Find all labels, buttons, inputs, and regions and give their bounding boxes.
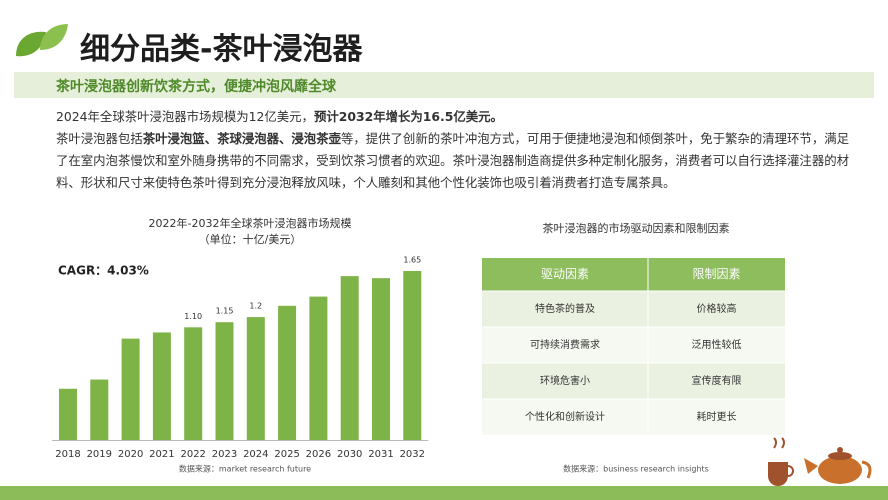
cagr-annotation: CAGR：4.03% (58, 264, 149, 278)
bar (278, 305, 297, 440)
table-row (482, 291, 785, 327)
x-tick-label: 2023 (212, 449, 237, 460)
x-tick-label: 2030 (337, 449, 362, 460)
table-cell: 泛用性较低 (692, 338, 742, 351)
table-row (482, 399, 785, 435)
summary: 2024年全球茶叶浸泡器市场规模为12亿美元，预计2032年增长为16.5亿美元… (56, 106, 856, 194)
table-cell: 环境危害小 (540, 374, 590, 387)
table-header-cell: 驱动因素 (541, 267, 589, 281)
chart-subtitle: （单位：十亿/美元） (199, 232, 302, 246)
banner (14, 72, 874, 98)
bar (59, 388, 77, 440)
table-source: 数据来源：business research insights (563, 464, 709, 474)
teapot-icon (768, 437, 872, 486)
value-label: 1.15 (216, 307, 234, 316)
bar (215, 322, 234, 440)
chart: 2022年-2032年全球茶叶浸泡器市场规模 （单位：十亿/美元） CAGR：4… (52, 216, 872, 486)
x-tick-label: 2025 (274, 449, 299, 460)
x-tick-label: 2021 (149, 449, 174, 460)
x-tick-label: 2019 (87, 449, 112, 460)
table-row (482, 363, 785, 399)
bar (152, 332, 171, 440)
bar (246, 317, 265, 440)
chart-source: 数据来源：market research future (179, 464, 311, 474)
x-tick-label: 2031 (368, 449, 393, 460)
bar (121, 338, 140, 440)
bar (184, 327, 203, 440)
bold-text: 茶叶浸泡篮、茶球浸泡器、浸泡茶壶 (142, 131, 341, 146)
table-header-cell: 限制因素 (692, 267, 740, 281)
paragraph: 茶叶浸泡器包括茶叶浸泡篮、茶球浸泡器、浸泡茶壶等，提供了创新的茶叶冲泡方式，可用… (56, 128, 856, 194)
value-label: 1.10 (184, 312, 202, 321)
bottom-bar (0, 486, 888, 500)
table-cell: 价格较高 (697, 302, 737, 315)
table-header (482, 258, 785, 291)
table-cell: 特色茶的普及 (535, 302, 595, 315)
leaf-icon (16, 24, 68, 57)
table-cell: 个性化和创新设计 (525, 410, 605, 423)
text: 茶叶浸泡器包括 (56, 131, 143, 146)
table-cell: 可持续消费需求 (530, 338, 600, 351)
x-tick-label: 2032 (400, 449, 425, 460)
paragraph: 2024年全球茶叶浸泡器市场规模为12亿美元，预计2032年增长为16.5亿美元… (56, 106, 856, 128)
x-tick-label: 2018 (55, 449, 80, 460)
x-tick-label: 2020 (118, 449, 143, 460)
x-tick-label: 2026 (306, 449, 331, 460)
value-label: 1.65 (403, 256, 421, 265)
chart-title: 2022年-2032年全球茶叶浸泡器市场规模 (149, 216, 352, 230)
bold-text: 预计2032年增长为16.5亿美元。 (313, 109, 503, 124)
bar (372, 278, 390, 440)
text: 等，提供了创新的茶叶冲泡方式，可用于便捷地浸泡和倾倒茶叶，免于繁杂的清理环节，满… (56, 131, 849, 190)
bar (90, 379, 109, 440)
table-row (482, 327, 785, 363)
table-title: 茶叶浸泡器的市场驱动因素和限制因素 (543, 221, 730, 235)
bar (403, 271, 422, 440)
x-tick-label: 2022 (180, 449, 205, 460)
page-title: 细分品类-茶叶浸泡器 (80, 32, 363, 67)
x-tick-label: 2024 (243, 449, 268, 460)
bar (309, 296, 328, 440)
table-cell: 耗时更长 (697, 411, 737, 423)
text: 2024年全球茶叶浸泡器市场规模为12亿美元， (56, 109, 314, 124)
banner-text: 茶叶浸泡器创新饮茶方式，便捷冲泡风靡全球 (56, 79, 336, 95)
table-cell: 宣传度有限 (692, 374, 742, 387)
bar (340, 276, 359, 440)
value-label: 1.2 (249, 302, 262, 311)
